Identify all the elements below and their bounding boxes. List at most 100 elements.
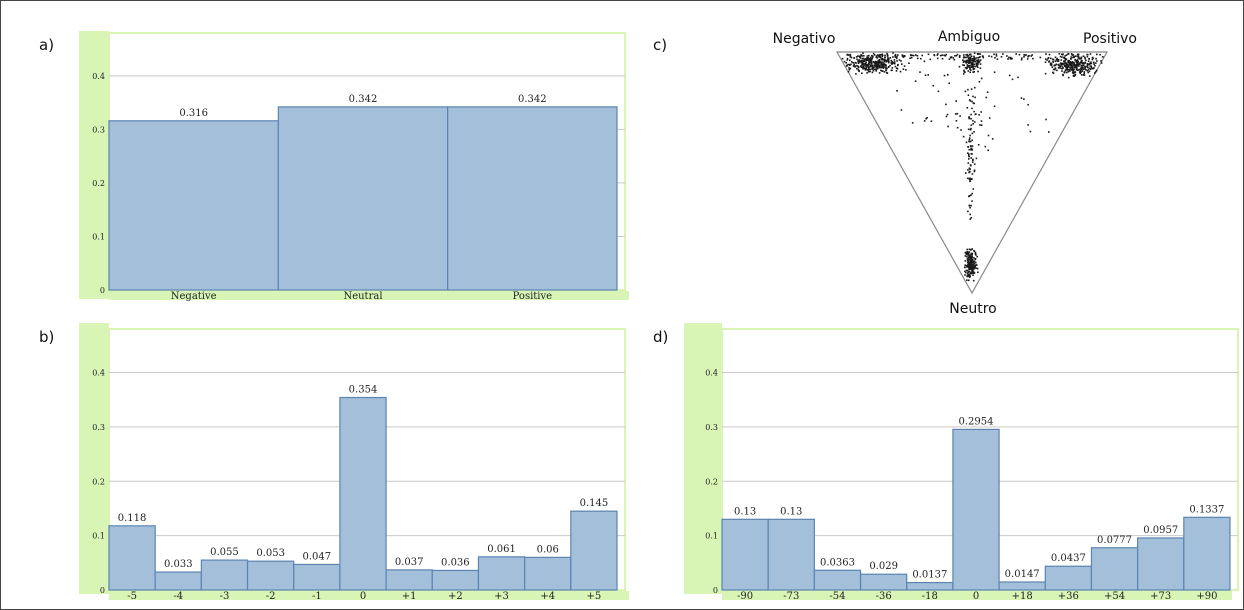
bar bbox=[246, 560, 295, 591]
scatter-point bbox=[883, 65, 885, 67]
bar bbox=[813, 569, 862, 591]
scatter-point bbox=[966, 56, 968, 59]
scatter-point bbox=[1090, 62, 1093, 65]
scatter-point bbox=[886, 53, 889, 56]
x-tick-label: +36 bbox=[1058, 591, 1079, 602]
scatter-point bbox=[965, 253, 968, 255]
scatter-point bbox=[1087, 69, 1090, 71]
scatter-point bbox=[875, 65, 878, 67]
scatter-point bbox=[881, 54, 884, 57]
scatter-point bbox=[967, 128, 970, 131]
scatter-point bbox=[1088, 70, 1091, 73]
scatter-point bbox=[1077, 63, 1080, 66]
scatter-point bbox=[867, 69, 870, 72]
scatter-point bbox=[1073, 75, 1075, 77]
scatter-point bbox=[971, 63, 973, 65]
scatter-point bbox=[971, 58, 974, 61]
scatter-point bbox=[871, 71, 874, 74]
scatter-point bbox=[871, 65, 874, 68]
scatter-point bbox=[846, 54, 848, 56]
scatter-point bbox=[901, 54, 904, 56]
scatter-point bbox=[1072, 72, 1075, 75]
scatter-point bbox=[1008, 74, 1011, 77]
scatter-point bbox=[1071, 71, 1074, 73]
scatter-point bbox=[968, 255, 971, 257]
scatter-point bbox=[971, 192, 973, 195]
scatter-point bbox=[971, 173, 974, 175]
scatter-point bbox=[882, 58, 885, 61]
scatter-point bbox=[1083, 71, 1086, 73]
scatter-point bbox=[978, 53, 980, 55]
scatter-point bbox=[866, 68, 869, 71]
scatter-point bbox=[964, 266, 966, 269]
scatter-point bbox=[980, 111, 982, 113]
scatter-point bbox=[1079, 72, 1081, 74]
scatter-point bbox=[1095, 69, 1098, 72]
scatter-point bbox=[863, 67, 866, 70]
scatter-point bbox=[1078, 57, 1081, 60]
scatter-point bbox=[954, 55, 956, 57]
scatter-point bbox=[1056, 60, 1059, 62]
scatter-point bbox=[971, 153, 973, 155]
scatter-point bbox=[991, 138, 994, 140]
scatter-point bbox=[888, 61, 890, 64]
scatter-point bbox=[972, 95, 974, 98]
scatter-point bbox=[970, 262, 972, 264]
data-label: 0.033 bbox=[164, 559, 193, 570]
scatter-point bbox=[969, 178, 972, 181]
scatter-point bbox=[1074, 55, 1077, 57]
scatter-point bbox=[976, 60, 979, 63]
scatter-point bbox=[963, 64, 966, 67]
scatter-point bbox=[987, 149, 989, 152]
scatter-point bbox=[996, 58, 999, 60]
scatter-point bbox=[968, 266, 970, 268]
scatter-point bbox=[862, 52, 864, 54]
scatter-point bbox=[966, 67, 968, 69]
scatter-point bbox=[973, 170, 976, 173]
scatter-point bbox=[908, 62, 910, 64]
x-tick-label: +4 bbox=[540, 591, 555, 602]
y-tick-label: 0 bbox=[713, 586, 718, 595]
scatter-point bbox=[967, 274, 969, 277]
scatter-point bbox=[865, 61, 867, 64]
scatter-point bbox=[900, 109, 903, 111]
scatter-point bbox=[964, 274, 966, 276]
scatter-point bbox=[852, 62, 854, 64]
scatter-point bbox=[967, 253, 970, 255]
x-axis-band bbox=[722, 591, 1232, 600]
y-tick-label: 0.3 bbox=[92, 423, 105, 432]
scatter-point bbox=[973, 68, 976, 70]
scatter-point bbox=[1060, 62, 1063, 65]
scatter-point bbox=[1029, 130, 1032, 133]
scatter-point bbox=[972, 270, 975, 273]
scatter-point bbox=[1045, 118, 1047, 121]
scatter-point bbox=[883, 58, 886, 61]
scatter-point bbox=[871, 58, 873, 60]
scatter-point bbox=[968, 251, 970, 253]
scatter-point bbox=[1064, 69, 1067, 72]
scatter-point bbox=[886, 67, 888, 70]
scatter-point bbox=[869, 60, 872, 62]
scatter-point bbox=[1065, 61, 1067, 64]
scatter-point bbox=[1031, 54, 1033, 56]
scatter-point bbox=[944, 55, 947, 57]
scatter-point bbox=[1045, 58, 1047, 60]
scatter-point bbox=[863, 55, 865, 57]
scatter-point bbox=[902, 68, 905, 70]
data-label: 0.037 bbox=[395, 557, 424, 568]
scatter-point bbox=[880, 66, 882, 69]
scatter-point bbox=[962, 64, 964, 66]
scatter-point bbox=[1084, 62, 1086, 64]
scatter-point bbox=[878, 72, 881, 74]
scatter-point bbox=[870, 61, 873, 64]
scatter-point bbox=[971, 107, 973, 110]
scatter-point bbox=[857, 66, 860, 69]
scatter-point bbox=[885, 67, 887, 69]
scatter-point bbox=[937, 90, 940, 93]
scatter-point bbox=[979, 67, 982, 69]
scatter-point bbox=[881, 66, 883, 68]
scatter-point bbox=[958, 65, 961, 68]
scatter-point bbox=[864, 64, 866, 67]
scatter-point bbox=[969, 218, 971, 220]
scatter-point bbox=[969, 206, 971, 209]
